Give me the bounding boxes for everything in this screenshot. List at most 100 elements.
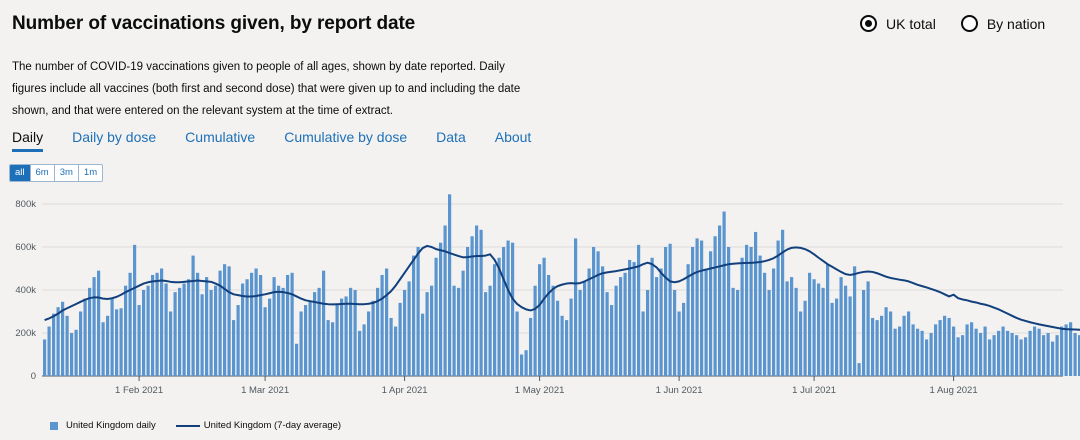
bar-daily [344,296,348,376]
bar-daily [209,290,213,376]
bar-daily [457,287,461,376]
vaccinations-chart[interactable]: 0 200k 400k 600k 800k 1 Feb 2021 1 Mar 2021 1 A… [0,186,1080,408]
radio-by-nation[interactable]: By nation [960,15,1045,32]
bar-daily [178,287,182,376]
bar-daily [70,333,74,376]
bar-daily [677,311,681,376]
bar-daily [43,339,47,376]
bar-daily [97,270,101,376]
bar-daily [560,315,564,376]
bar-daily [857,363,861,376]
bar-daily [830,302,834,376]
range-6m-button[interactable]: 6m [30,165,55,181]
bar-daily [196,272,200,376]
y-tick-label: 800k [15,199,36,210]
bar-daily [605,292,609,376]
range-3m-button[interactable]: 3m [54,165,79,181]
bar-daily [200,294,204,376]
chart-tabs: Daily Daily by dose Cumulative Cumulativ… [12,129,560,152]
bar-daily [767,290,771,376]
tab-data[interactable]: Data [436,129,466,145]
radio-selected-icon [860,15,877,32]
bar-daily [745,244,749,376]
bar-daily [817,283,821,376]
bar-daily [529,317,533,376]
x-tick-label: 1 May 2021 [515,385,565,396]
bar-daily [736,290,740,376]
bar-daily [101,322,105,376]
bar-daily [826,264,830,376]
bar-daily [880,315,884,376]
bar-daily [340,298,344,376]
bar-daily [106,315,110,376]
time-range-selector: all 6m 3m 1m [9,164,104,182]
radio-unselected-icon [960,15,978,32]
bar-daily [866,281,870,376]
bar-daily [542,257,546,376]
bar-daily [461,270,465,376]
bar-daily [646,290,650,376]
bar-daily [1046,333,1050,376]
range-1m-button[interactable]: 1m [78,165,103,181]
bar-daily [466,247,470,376]
bar-daily [295,343,299,376]
legend-line-swatch [175,424,200,427]
bar-daily [592,247,596,376]
tab-cumulative[interactable]: Cumulative [185,129,256,145]
bar-daily [241,283,245,376]
bar-daily [155,272,159,376]
range-all-button[interactable]: all [10,165,31,181]
bar-daily [493,264,497,376]
bar-daily [497,257,501,376]
bar-daily [236,305,240,376]
bar-daily [268,298,272,376]
tab-about[interactable]: About [494,129,532,145]
bar-daily [556,300,560,376]
bar-daily [1001,326,1005,376]
bar-daily [290,272,294,376]
chart-title: Number of vaccinations given, by report … [12,13,416,34]
bar-daily [520,354,524,376]
bar-daily [871,317,875,376]
legend-bar-swatch [50,421,58,430]
bar-daily [992,335,996,376]
radio-uk-total[interactable]: UK total [860,15,936,32]
bar-daily [988,339,992,376]
y-tick-label: 0 [31,371,36,382]
bar-daily [137,305,141,376]
bar-daily [128,272,132,376]
bar-daily [119,308,123,376]
bar-daily [758,255,762,376]
bar-daily [902,315,906,376]
x-tick-label: 1 Jul 2021 [792,385,836,396]
bar-daily [349,287,353,376]
bar-daily [506,240,510,376]
bar-daily [232,320,236,376]
bar-daily [115,309,119,376]
bar-daily [952,326,956,376]
bar-daily [785,281,789,376]
tab-daily[interactable]: Daily [12,129,44,152]
bar-daily [623,272,627,376]
tab-daily-by-dose[interactable]: Daily by dose [72,129,157,145]
bar-daily [1006,330,1010,376]
bar-daily [772,268,776,376]
bar-daily [727,247,731,376]
bar-daily [763,272,767,376]
bar-daily [551,285,555,376]
tab-cumulative-by-dose[interactable]: Cumulative by dose [284,129,408,145]
bar-daily [979,333,983,376]
bar-daily [749,247,753,376]
bar-daily [808,272,812,376]
bar-daily [569,298,573,376]
bar-daily [538,264,542,376]
bar-daily [142,290,146,376]
bar-daily [1078,335,1080,376]
bar-daily [628,259,632,376]
bar-daily [164,283,168,376]
bar-daily [205,277,209,376]
bar-daily [610,305,614,376]
bar-daily [704,268,708,376]
bar-daily [425,292,429,376]
bar-daily [317,287,321,376]
